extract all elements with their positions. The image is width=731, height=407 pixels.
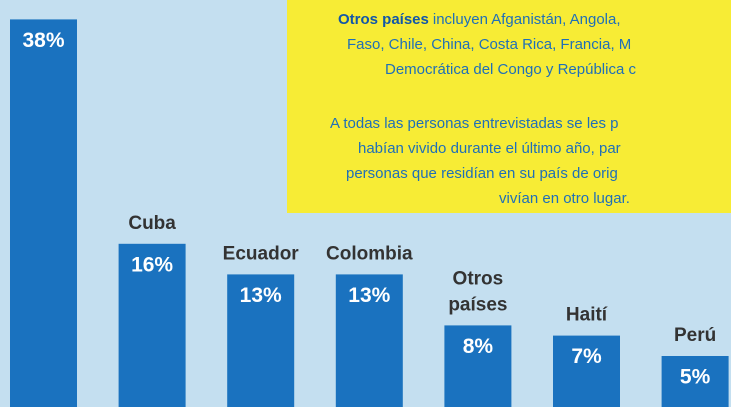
note-line: A todas las personas entrevistadas se le…: [330, 115, 619, 132]
note-line: Faso, Chile, China, Costa Rica, Francia,…: [347, 36, 631, 53]
note-line: personas que residían en su país de orig: [346, 165, 618, 182]
value-label: 16%: [131, 253, 173, 276]
note-box: [287, 0, 731, 213]
bar: [227, 274, 295, 407]
note-line: habían vivido durante el último año, par: [358, 140, 621, 157]
note-text: incluyen Afganistán, Angola,: [433, 11, 621, 28]
category-label: Haití: [566, 305, 608, 326]
value-label: 5%: [680, 366, 711, 389]
category-label: Cuba: [128, 213, 176, 234]
value-label: 8%: [463, 335, 494, 358]
note-line: vivían en otro lugar.: [499, 190, 630, 207]
bar: [118, 243, 186, 407]
note-lead: Otros países: [338, 11, 429, 28]
bar: [661, 356, 729, 407]
category-label: Colombia: [326, 243, 413, 264]
bar: [335, 274, 403, 407]
bar: [444, 325, 512, 407]
value-label: 13%: [348, 284, 390, 307]
note-line: Democrática del Congo y República c: [385, 61, 636, 78]
note-line: Otros países incluyen Afganistán, Angola,: [338, 11, 621, 28]
category-label: Otros países: [448, 268, 507, 315]
value-label: 7%: [571, 345, 602, 368]
category-label: Ecuador: [223, 243, 300, 264]
category-label: Perú: [674, 325, 716, 346]
value-label: 13%: [240, 284, 282, 307]
bar: [10, 19, 77, 407]
bar: [553, 335, 620, 407]
value-label: 38%: [22, 29, 64, 52]
